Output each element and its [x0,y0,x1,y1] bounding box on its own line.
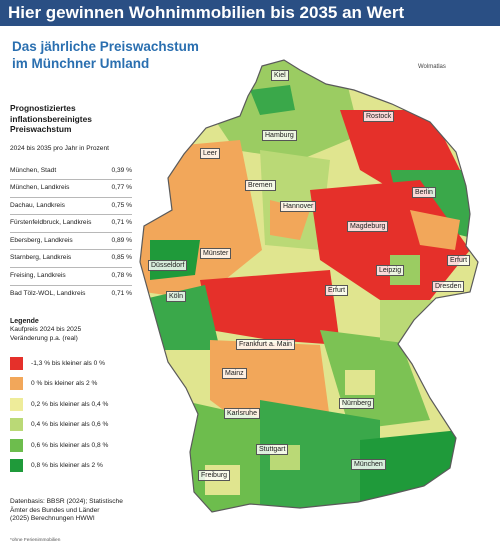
row-name: Dachau, Landkreis [10,201,65,209]
table-row: München, Landkreis 0,77 % [10,180,132,198]
legend-swatch [10,459,23,473]
city-label-duesseldorf: Düsseldorf [148,260,188,271]
table-row: Dachau, Landkreis 0,75 % [10,198,132,216]
legend-item: 0 % bis kleiner als 2 % [10,374,140,395]
row-name: München, Landkreis [10,184,70,192]
row-value: 0,77 % [111,184,132,192]
legend-subtitle-line-2: Veränderung p.a. (real) [10,334,78,342]
legend-label: 0 % bis kleiner als 2 % [31,380,98,388]
city-label-hamburg: Hamburg [262,130,297,141]
legend-item: -1,3 % bis kleiner als 0 % [10,353,140,374]
row-name: Fürstenfeldbruck, Landkreis [10,219,92,227]
legend-subtitle-line-1: Kaufpreis 2024 bis 2025 [10,326,82,333]
city-label-erfurt-east: Erfurt [447,255,471,266]
row-name: Bad Tölz-WOL, Landkreis [10,289,86,297]
panel-title-line-1: Prognostiziertes [10,103,76,113]
legend-swatch [10,377,23,391]
legend-subtitle: Kaufpreis 2024 bis 2025 Veränderung p.a.… [10,326,140,343]
legend-label: -1,3 % bis kleiner als 0 % [31,359,106,367]
city-label-karlsruhe: Karlsruhe [224,408,260,419]
city-label-erfurt: Erfurt [325,285,349,296]
city-label-kiel: Kiel [271,70,289,81]
panel-title-line-3: Preiswachstum [10,124,72,134]
city-label-koeln: Köln [166,291,187,302]
source-line-1: Datenbasis: BBSR (2024); Statistische [10,498,123,505]
legend-swatch [10,397,23,411]
subtitle-line-2: im Münchner Umland [12,56,150,71]
subtitle-line-1: Das jährliche Preiswachstum [12,39,199,54]
row-name: München, Stadt [10,166,57,174]
city-label-freiburg: Freiburg [198,470,231,481]
source-line-2: Ämter des Bundes und Länder [10,506,100,514]
row-value: 0,39 % [111,166,132,174]
city-label-dresden: Dresden [432,281,465,292]
row-value: 0,71 % [111,289,132,297]
legend-item: 0,4 % bis kleiner als 0,6 % [10,415,140,436]
city-label-bremen: Bremen [245,180,276,191]
city-label-leipzig: Leipzig [376,265,405,276]
legend-item: 0,2 % bis kleiner als 0,4 % [10,394,140,415]
data-source-note: Datenbasis: BBSR (2024); Statistische Äm… [10,498,138,524]
map-legend: Legende Kaufpreis 2024 bis 2025 Veränder… [10,318,140,476]
city-label-hannover: Hannover [280,201,317,212]
source-line-3: (2025) Berechnungen HWWI [10,515,95,523]
row-name: Ebersberg, Landkreis [10,236,73,244]
legend-swatch [10,438,23,452]
panel-title-line-2: inflationsbereinigtes [10,113,92,124]
row-name: Freising, Landkreis [10,272,66,280]
page-header: Hier gewinnen Wohnimmobilien bis 2035 an… [0,0,500,26]
row-value: 0,85 % [111,254,132,262]
table-row: München, Stadt 0,39 % [10,163,132,181]
row-value: 0,75 % [111,201,132,209]
table-row: Freising, Landkreis 0,78 % [10,268,132,286]
city-label-stuttgart: Stuttgart [256,444,289,455]
city-label-rostock: Rostock [363,111,395,122]
row-value: 0,78 % [111,272,132,280]
city-label-muenchen: München [351,459,386,470]
city-label-magdeburg: Magdeburg [347,221,389,232]
footer-note: *ohne Ferienimmobilien [10,538,61,543]
row-value: 0,89 % [111,236,132,244]
row-value: 0,71 % [111,219,132,227]
map-subtitle: Das jährliche Preiswachstum im Münchner … [12,38,202,72]
legend-label: 0,2 % bis kleiner als 0,4 % [31,400,109,408]
city-label-nuernberg: Nürnberg [339,398,375,409]
legend-title: Legende [10,318,39,325]
legend-label: 0,8 % bis kleiner als 2 % [31,462,103,470]
table-row: Bad Tölz-WOL, Landkreis 0,71 % [10,286,132,303]
legend-item: 0,8 % bis kleiner als 2 % [10,456,140,477]
city-label-mainz: Mainz [222,368,247,379]
row-name: Starnberg, Landkreis [10,254,72,262]
legend-item: 0,6 % bis kleiner als 0,8 % [10,435,140,456]
legend-label: 0,6 % bis kleiner als 0,8 % [31,441,109,449]
table-row: Fürstenfeldbruck, Landkreis 0,71 % [10,215,132,233]
growth-table: München, Stadt 0,39 % München, Landkreis 0… [10,163,132,303]
legend-items: -1,3 % bis kleiner als 0 % 0 % bis klein… [10,353,140,476]
legend-label: 0,4 % bis kleiner als 0,6 % [31,421,109,429]
city-label-leer: Leer [200,148,221,159]
city-label-berlin: Berlin [412,187,436,198]
panel-title: Prognostiziertes inflationsbereinigtes P… [10,103,132,135]
source-tag: Wolmatlas [418,64,446,70]
table-row: Starnberg, Landkreis 0,85 % [10,250,132,269]
growth-panel: Prognostiziertes inflationsbereinigtes P… [10,103,132,302]
legend-swatch [10,356,23,370]
city-label-frankfurt: Frankfurt a. Main [236,339,295,350]
city-label-muenster: Münster [200,248,232,259]
panel-subtitle: 2024 bis 2035 pro Jahr in Prozent [10,144,109,152]
legend-swatch [10,418,23,432]
table-row: Ebersberg, Landkreis 0,89 % [10,233,132,251]
